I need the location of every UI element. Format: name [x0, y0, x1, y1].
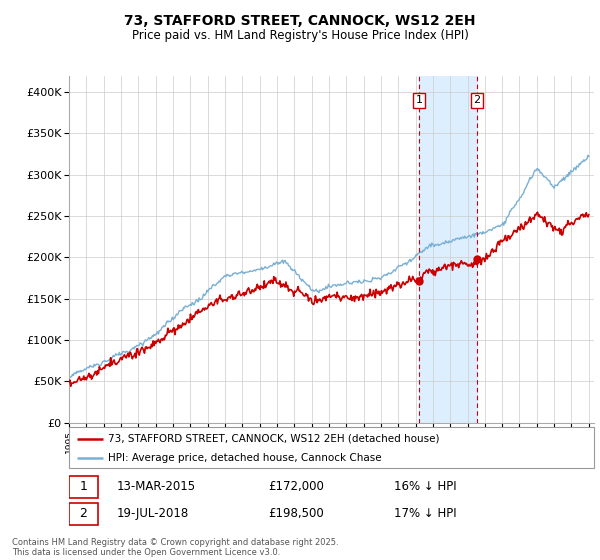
Text: Contains HM Land Registry data © Crown copyright and database right 2025.
This d: Contains HM Land Registry data © Crown c…: [12, 538, 338, 557]
Text: 73, STAFFORD STREET, CANNOCK, WS12 2EH: 73, STAFFORD STREET, CANNOCK, WS12 2EH: [124, 14, 476, 28]
Text: Price paid vs. HM Land Registry's House Price Index (HPI): Price paid vs. HM Land Registry's House …: [131, 29, 469, 42]
Text: HPI: Average price, detached house, Cannock Chase: HPI: Average price, detached house, Cann…: [109, 452, 382, 463]
Text: 2: 2: [473, 95, 481, 105]
Text: 16% ↓ HPI: 16% ↓ HPI: [395, 480, 457, 493]
Text: 19-JUL-2018: 19-JUL-2018: [116, 507, 188, 520]
Text: £198,500: £198,500: [269, 507, 324, 520]
Text: 1: 1: [416, 95, 422, 105]
Text: 2: 2: [79, 507, 88, 520]
Text: 1: 1: [79, 480, 88, 493]
Text: 17% ↓ HPI: 17% ↓ HPI: [395, 507, 457, 520]
Text: 73, STAFFORD STREET, CANNOCK, WS12 2EH (detached house): 73, STAFFORD STREET, CANNOCK, WS12 2EH (…: [109, 433, 440, 444]
Text: £172,000: £172,000: [269, 480, 325, 493]
Bar: [419, 76, 477, 423]
Text: 13-MAR-2015: 13-MAR-2015: [116, 480, 196, 493]
FancyBboxPatch shape: [69, 427, 594, 468]
FancyBboxPatch shape: [69, 476, 98, 498]
FancyBboxPatch shape: [69, 503, 98, 525]
